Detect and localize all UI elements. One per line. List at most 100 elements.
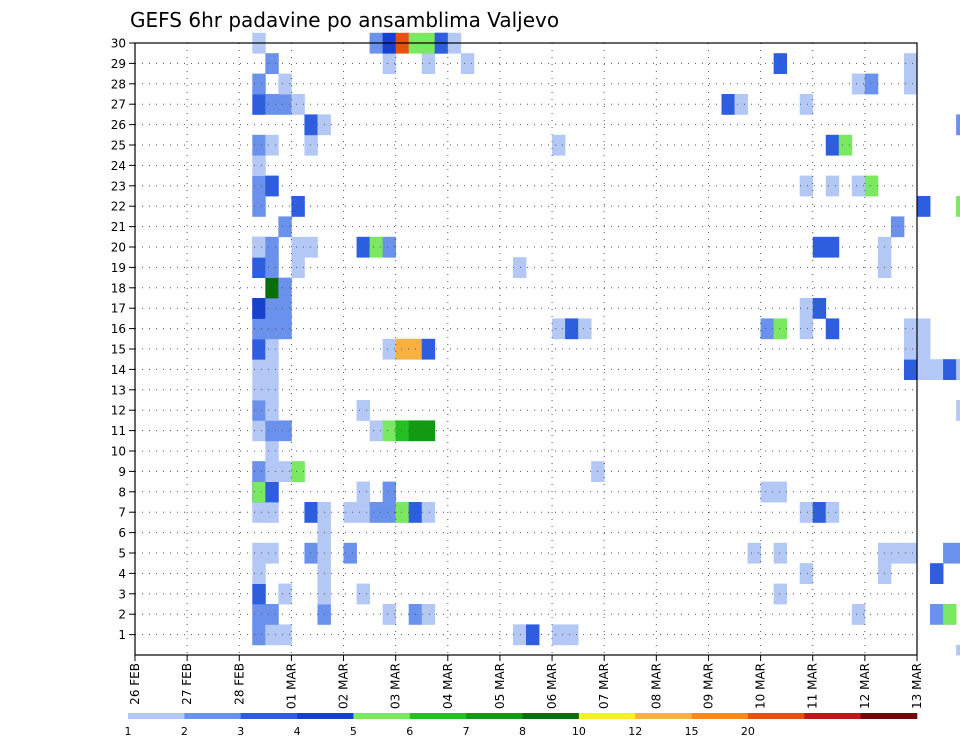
heatmap-cell [265, 298, 279, 319]
heatmap-cell [291, 196, 305, 217]
heatmap-cell [252, 461, 266, 482]
heatmap-cell [812, 502, 827, 523]
y-tick-label: 16 [111, 322, 126, 336]
heatmap-cell [356, 502, 370, 523]
heatmap-cell [421, 420, 436, 442]
y-tick-label: 18 [111, 281, 126, 295]
heatmap-cell [343, 542, 357, 564]
heatmap-cell [382, 604, 397, 625]
heatmap-cell [265, 257, 279, 278]
heatmap-cell [903, 318, 918, 340]
heatmap-cell [825, 175, 840, 197]
heatmap-cell [252, 73, 266, 95]
heatmap-cell [917, 318, 931, 340]
heatmap-cell [578, 318, 592, 340]
heatmap-cell [304, 236, 318, 258]
x-tick-label: 28 FEB [232, 663, 246, 705]
heatmap-cell [943, 604, 957, 625]
chart-title: GEFS 6hr padavine po ansamblima Valjevo [130, 8, 559, 32]
heatmap-cell [278, 461, 292, 482]
heatmap-cell [890, 216, 905, 238]
heatmap-cell [734, 94, 748, 115]
heatmap-cell [265, 318, 279, 340]
y-tick-label: 3 [118, 587, 126, 601]
heatmap-cell [526, 624, 540, 646]
heatmap-cell [552, 624, 566, 646]
x-tick-label: 01 MAR [284, 663, 298, 709]
x-tick-label: 03 MAR [389, 663, 403, 709]
colorbar-label: 8 [519, 725, 526, 738]
y-tick-label: 17 [111, 302, 126, 316]
heatmap-cell [356, 236, 370, 258]
colorbar-swatch [128, 713, 185, 719]
heatmap-cell [265, 338, 279, 360]
heatmap-cell [252, 298, 266, 319]
heatmap-cell [252, 481, 266, 503]
colorbar-swatch [184, 713, 242, 719]
x-tick-label: 04 MAR [441, 663, 455, 709]
heatmap-cell [265, 400, 279, 421]
heatmap-cell [799, 502, 814, 523]
heatmap-cell [252, 134, 266, 156]
y-tick-label: 25 [111, 139, 126, 153]
colorbar-label: 2 [181, 725, 188, 738]
heatmap-cell [930, 359, 944, 380]
heatmap-cell [747, 542, 761, 564]
heatmap-cell [252, 400, 266, 421]
heatmap-cell [278, 94, 292, 115]
x-tick-label: 09 MAR [701, 663, 715, 709]
heatmap-cell [291, 257, 305, 278]
heatmap-cell [252, 379, 266, 401]
colorbar-swatch [635, 713, 692, 719]
heatmap-cell [265, 134, 279, 156]
heatmap-cell [265, 420, 279, 442]
colorbar-swatch [466, 713, 523, 719]
heatmap-cell [278, 216, 292, 238]
heatmap-cell [838, 134, 853, 156]
heatmap-cell [956, 644, 960, 656]
y-tick-label: 26 [111, 118, 126, 132]
heatmap-cell [291, 236, 305, 258]
heatmap-cell [917, 359, 931, 380]
heatmap-cell [512, 624, 527, 646]
heatmap-cell [799, 94, 814, 115]
colorbar-label: 12 [628, 725, 642, 738]
y-tick-label: 12 [111, 404, 126, 418]
colorbar-label: 5 [350, 725, 357, 738]
heatmap-cell [903, 359, 918, 380]
heatmap-cell [773, 481, 788, 503]
heatmap-cell [304, 134, 318, 156]
x-axis: 26 FEB 27 FEB 28 FEB 01 MAR 02 MAR 03 MAR 04 M… [128, 655, 924, 709]
colorbar-label: 3 [237, 725, 244, 738]
heatmap-cell [421, 604, 436, 625]
colorbar-swatch [747, 713, 805, 719]
colorbar: 1 2 3 4 5 6 7 8 10 12 15 20 [125, 713, 918, 738]
heatmap-cell [565, 318, 579, 340]
heatmap-cell [421, 338, 436, 360]
x-tick-label: 07 MAR [597, 663, 611, 709]
heatmap-cell [943, 542, 957, 564]
heatmap-cell [903, 53, 918, 74]
colorbar-swatch [860, 713, 918, 719]
heatmap-cell [917, 196, 931, 217]
y-axis: 1234567891011121314151617181920212223242… [111, 37, 135, 642]
y-tick-label: 11 [111, 424, 126, 438]
x-tick-label: 06 MAR [545, 663, 559, 709]
heatmap-cell [356, 583, 370, 605]
heatmap-cell [812, 236, 827, 258]
heatmap-cell [864, 73, 879, 95]
heatmap-cell [356, 481, 370, 503]
heatmap-cell [851, 73, 866, 95]
colorbar-swatch [691, 713, 749, 719]
y-tick-label: 4 [118, 567, 126, 581]
heatmap-cell [930, 604, 944, 625]
y-tick-label: 20 [111, 241, 126, 255]
heatmap-cell [421, 53, 436, 74]
heatmap-cell [825, 134, 840, 156]
x-tick-label: 26 FEB [128, 663, 142, 705]
x-tick-label: 02 MAR [337, 663, 351, 709]
heatmap-cell [799, 175, 814, 197]
y-tick-label: 1 [118, 628, 126, 642]
y-tick-label: 23 [111, 179, 126, 193]
